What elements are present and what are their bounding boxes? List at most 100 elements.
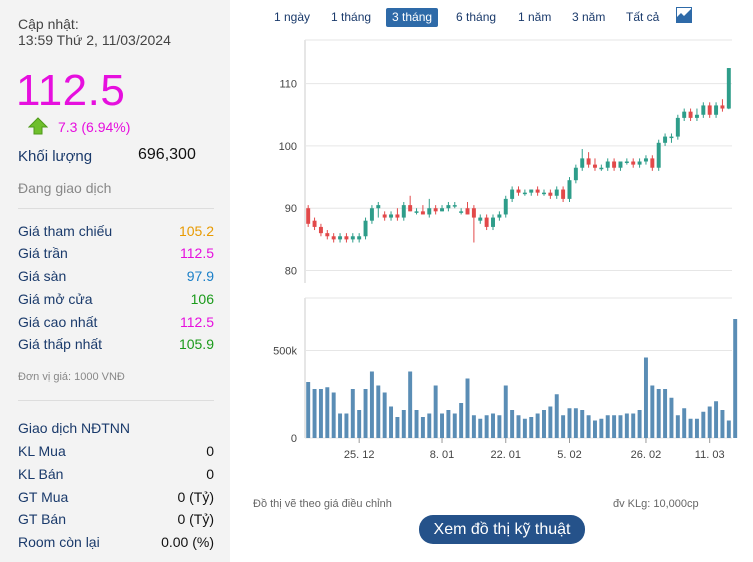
candle-body	[701, 105, 706, 115]
candle-body	[471, 208, 476, 218]
room-value: 0.00 (%)	[161, 534, 214, 550]
candle-body	[720, 105, 725, 109]
foreign-title: Giao dịch NĐTNN	[18, 420, 131, 436]
candle-body	[573, 167, 578, 181]
open-price-value: 106	[190, 291, 214, 307]
volume-bar	[714, 401, 719, 438]
volume-bar	[318, 389, 323, 438]
range-1y-button[interactable]: 1 năm	[518, 10, 552, 24]
divider	[18, 400, 214, 401]
update-label: Cập nhật:	[18, 16, 79, 32]
range-1d-button[interactable]: 1 ngày	[274, 10, 311, 24]
range-3y-button[interactable]: 3 năm	[572, 10, 606, 24]
volume-bar	[420, 417, 425, 438]
candle-body	[363, 220, 368, 237]
x-tick-label: 26. 02	[631, 449, 662, 461]
volume-bar	[682, 408, 687, 438]
volume-bar	[701, 411, 706, 438]
volume-bar	[306, 382, 311, 438]
candle-body	[497, 214, 502, 218]
candle-body	[605, 161, 610, 168]
volume-bar	[529, 417, 534, 438]
range-1m-button[interactable]: 1 tháng	[331, 10, 372, 24]
ceiling-price-value: 112.5	[180, 245, 214, 261]
foreign-buy-vol-label: KL Mua	[18, 443, 66, 459]
price-tick-label: 90	[285, 203, 297, 215]
candle-body	[459, 211, 464, 213]
candle-body	[624, 161, 629, 163]
volume-bar	[516, 415, 521, 438]
candle-body	[599, 167, 604, 170]
volume-bar	[452, 413, 457, 438]
area-chart-icon[interactable]	[676, 7, 692, 23]
volume-bar	[656, 389, 661, 438]
volume-bar	[720, 410, 725, 438]
candle-body	[707, 105, 712, 115]
high-price-label: Giá cao nhất	[18, 314, 98, 330]
candle-body	[338, 236, 343, 240]
foreign-sell-vol-value: 0	[206, 466, 214, 482]
volume-bar	[497, 415, 502, 438]
volume-bar	[369, 371, 374, 438]
high-price-value: 112.5	[180, 314, 214, 330]
candle-body	[650, 158, 655, 168]
price-tick-label: 100	[279, 141, 297, 153]
adjusted-note: Đồ thị vẽ theo giá điều chỉnh	[253, 498, 392, 510]
candle-body	[714, 105, 719, 115]
candle-body	[516, 189, 521, 193]
volume-bar	[427, 413, 432, 438]
technical-chart-button[interactable]: Xem đồ thị kỹ thuật	[419, 515, 585, 544]
candle-body	[382, 214, 387, 218]
candle-body	[446, 205, 451, 209]
candle-body	[535, 189, 540, 193]
candle-body	[357, 236, 362, 240]
volume-bar	[325, 387, 330, 438]
volume-bar	[733, 319, 738, 438]
candle-body	[306, 208, 311, 224]
floor-price-label: Giá sàn	[18, 268, 67, 284]
candle-body	[318, 226, 323, 234]
trading-status: Đang giao dịch	[18, 180, 112, 196]
range-6m-button[interactable]: 6 tháng	[456, 10, 497, 24]
volume-bar	[484, 415, 489, 438]
x-tick-label: 22. 01	[490, 449, 521, 461]
candle-body	[408, 205, 413, 212]
volume-bar	[567, 408, 572, 438]
candle-body	[586, 158, 591, 165]
volume-bar	[344, 413, 349, 438]
candle-body	[643, 158, 648, 162]
volume-bar	[389, 406, 394, 438]
price-change: 7.3 (6.94%)	[58, 119, 131, 135]
foreign-buy-vol-value: 0	[206, 443, 214, 459]
volume-bar	[675, 415, 680, 438]
range-all-button[interactable]: Tất cả	[626, 10, 660, 24]
x-tick-label: 8. 01	[430, 449, 454, 461]
candle-body	[529, 189, 534, 193]
candle-body	[395, 214, 400, 218]
candle-body	[631, 161, 636, 165]
volume-bar	[471, 415, 476, 438]
candle-body	[452, 205, 457, 207]
candle-body	[561, 189, 566, 199]
volume-bar	[522, 418, 527, 438]
volume-bar	[401, 410, 406, 438]
candle-body	[593, 164, 597, 168]
volume-bar	[414, 410, 419, 438]
volume-bar	[338, 413, 343, 438]
volume-value: 696,300	[138, 146, 196, 163]
volume-bar	[312, 389, 317, 438]
volume-bar	[459, 403, 464, 438]
candle-body	[694, 114, 699, 118]
candle-body	[478, 217, 483, 221]
foreign-sell-val-value: 0 (Tỷ)	[177, 511, 214, 527]
range-3m-button[interactable]: 3 tháng	[386, 8, 439, 27]
foreign-buy-val-label: GT Mua	[18, 489, 69, 505]
x-tick-label: 25. 12	[344, 449, 375, 461]
foreign-sell-vol-label: KL Bán	[18, 466, 64, 482]
candle-body	[401, 205, 406, 218]
volume-bar	[618, 415, 623, 438]
candle-body	[389, 214, 394, 218]
volume-bar	[510, 410, 515, 438]
volume-bar	[599, 418, 604, 438]
volume-bar	[624, 413, 629, 438]
